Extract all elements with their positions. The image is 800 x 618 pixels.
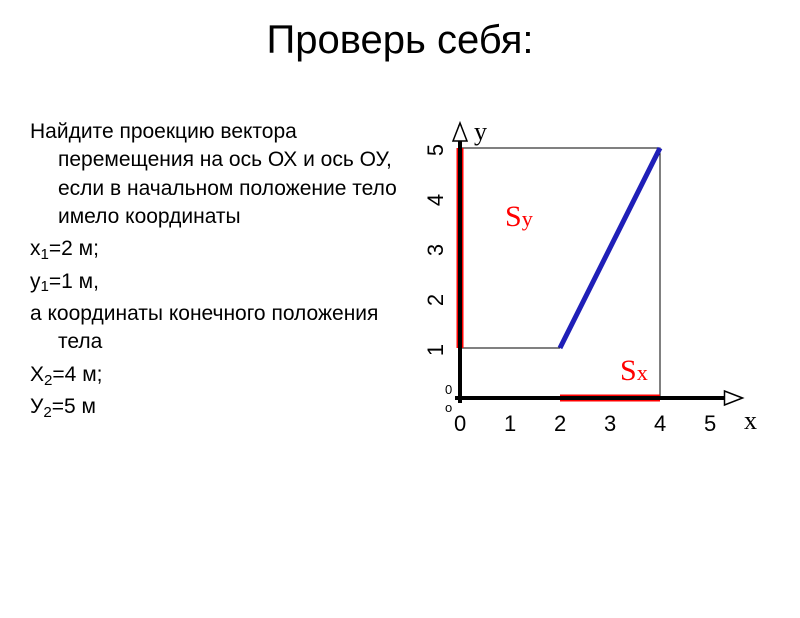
content-row: Найдите проекцию вектора перемещения на … bbox=[0, 88, 800, 478]
task-x1: х1=2 м; bbox=[30, 235, 400, 263]
task-y1: у1=1 м, bbox=[30, 268, 400, 296]
x-tick-0: 0 bbox=[454, 411, 466, 437]
task-line-2: а координаты конечного положения тела bbox=[30, 300, 400, 357]
x-tick-4: 4 bbox=[654, 411, 666, 437]
task-line-1: Найдите проекцию вектора перемещения на … bbox=[30, 118, 400, 231]
task-x2: Х2=4 м; bbox=[30, 361, 400, 389]
page-title: Проверь себя: bbox=[0, 18, 800, 63]
sx-label: Sх bbox=[620, 354, 648, 388]
y-tick-1: 1 bbox=[423, 344, 449, 356]
task-column: Найдите проекцию вектора перемещения на … bbox=[30, 88, 400, 478]
x-tick-5: 5 bbox=[704, 411, 716, 437]
x-tick-2: 2 bbox=[554, 411, 566, 437]
chart: 012345123450oхуSуSх bbox=[400, 88, 760, 478]
y-tick-5: 5 bbox=[423, 144, 449, 156]
y-axis-label: у bbox=[474, 117, 487, 147]
y-tick-3: 3 bbox=[423, 244, 449, 256]
x-axis-label: х bbox=[744, 406, 757, 436]
sy-label: Sу bbox=[505, 200, 533, 234]
y-tick-4: 4 bbox=[423, 194, 449, 206]
y-tick-2: 2 bbox=[423, 294, 449, 306]
x-tick-3: 3 bbox=[604, 411, 616, 437]
task-y2: У2=5 м bbox=[30, 393, 400, 421]
x-tick-1: 1 bbox=[504, 411, 516, 437]
origin-zero: 0 bbox=[445, 382, 452, 397]
origin-o: o bbox=[445, 400, 452, 415]
